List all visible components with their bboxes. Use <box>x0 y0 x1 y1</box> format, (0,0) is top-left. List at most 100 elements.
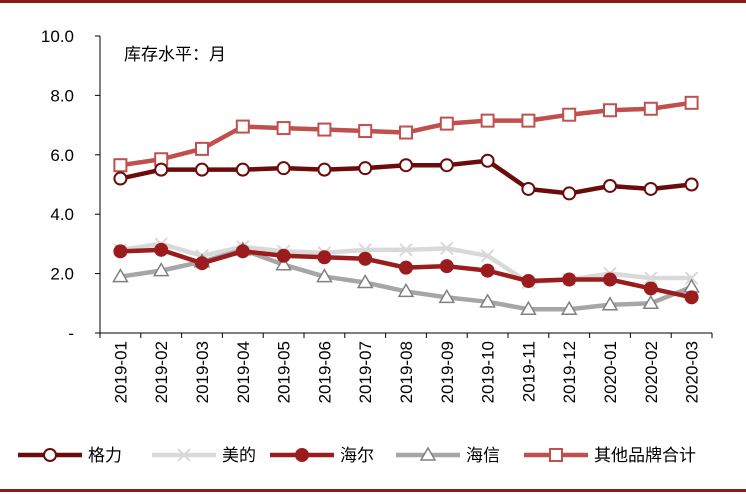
data-point <box>399 158 413 173</box>
top-border <box>0 0 746 3</box>
data-point <box>195 141 209 156</box>
data-point <box>195 162 209 177</box>
data-point <box>562 107 577 122</box>
x-tick-label: 2020-01 <box>601 341 620 403</box>
data-point <box>113 171 128 186</box>
data-point <box>154 242 169 257</box>
data-point <box>480 263 495 278</box>
data-point <box>397 282 415 298</box>
inventory-level-note: 库存水平：月 <box>124 45 226 65</box>
y-tick-label: 2.0 <box>50 265 74 284</box>
data-point <box>235 119 250 134</box>
data-point <box>399 260 413 275</box>
data-point <box>520 300 537 315</box>
data-point <box>562 186 577 201</box>
data-point <box>43 448 57 462</box>
y-tick-label: 10.0 <box>41 27 74 46</box>
data-point <box>601 296 619 311</box>
data-point <box>549 448 563 462</box>
data-point <box>439 259 454 274</box>
x-tick-label: 2019-03 <box>193 341 212 403</box>
data-point <box>356 274 374 289</box>
legend-item: 海尔 <box>270 446 374 466</box>
legend-item: 其他品牌合计 <box>524 446 696 466</box>
data-point <box>276 121 291 136</box>
data-point <box>521 181 536 196</box>
x-tick-label: 2019-11 <box>519 341 538 402</box>
data-point <box>603 272 617 287</box>
data-point <box>643 101 658 116</box>
data-point <box>399 125 413 140</box>
x-tick-label: 2019-05 <box>275 341 294 403</box>
data-point <box>603 103 617 118</box>
data-point <box>438 288 456 304</box>
bottom-border <box>0 489 746 492</box>
data-point <box>419 446 437 461</box>
data-point <box>684 290 699 305</box>
data-point <box>439 116 454 131</box>
series-2 <box>113 242 699 305</box>
data-point <box>275 256 292 271</box>
data-point <box>358 124 373 139</box>
legend-label: 格力 <box>88 446 122 466</box>
x-tick-label: 2019-08 <box>397 341 416 403</box>
data-point <box>521 274 536 289</box>
x-tick-label: 2019-10 <box>479 341 498 403</box>
y-tick-label: 8.0 <box>50 86 74 105</box>
x-tick-label: 2019-09 <box>438 341 457 403</box>
y-tick-label: - <box>68 324 74 343</box>
data-point <box>642 294 660 310</box>
data-point <box>276 248 291 263</box>
x-tick-label: 2019-06 <box>315 341 334 403</box>
x-tick-label: 2020-02 <box>642 341 661 403</box>
data-point <box>235 244 250 259</box>
data-point <box>317 122 332 137</box>
x-tick-label: 2019-02 <box>152 341 171 403</box>
legend-label: 其他品牌合计 <box>594 446 696 466</box>
data-point <box>316 268 333 283</box>
x-tick-label: 2019-04 <box>234 341 253 403</box>
legend-item: 美的 <box>152 446 256 466</box>
data-point <box>195 256 209 271</box>
data-point <box>480 249 495 263</box>
legend: 格力 美的 海尔 海信 其他品牌合计 <box>18 446 696 466</box>
data-point <box>113 158 128 173</box>
data-point <box>684 95 699 110</box>
data-point <box>644 271 658 285</box>
data-point <box>440 241 454 256</box>
data-point <box>235 162 250 177</box>
data-point <box>684 177 699 192</box>
data-point <box>603 178 617 193</box>
data-point <box>560 300 578 315</box>
data-point <box>399 243 413 257</box>
data-point <box>317 250 332 265</box>
legend-label: 海尔 <box>340 446 374 466</box>
data-point <box>177 448 191 462</box>
data-point <box>317 162 332 177</box>
data-point <box>684 271 699 285</box>
data-point <box>480 153 495 168</box>
x-tick-label: 2019-01 <box>111 341 130 403</box>
legend-label: 美的 <box>222 446 256 466</box>
data-point <box>152 262 170 277</box>
x-tick-label: 2019-12 <box>560 341 579 403</box>
data-point <box>643 181 658 196</box>
data-point <box>643 281 658 296</box>
data-point <box>295 448 309 462</box>
data-point <box>479 293 496 308</box>
data-point <box>439 158 454 173</box>
data-point <box>480 113 495 128</box>
data-point <box>154 162 169 177</box>
series-0 <box>113 153 699 201</box>
data-point <box>562 272 577 287</box>
series-4 <box>113 95 699 173</box>
legend-item: 格力 <box>18 446 122 466</box>
data-point <box>358 161 373 176</box>
y-tick-label: 4.0 <box>50 205 74 224</box>
axes: - 2.0 4.0 6.0 8.0 10.0 2019-01 2019-02 2019-03 20… <box>41 27 713 403</box>
data-point <box>521 113 536 128</box>
data-point <box>358 251 373 266</box>
y-tick-label: 6.0 <box>50 146 74 165</box>
data-point <box>276 161 291 176</box>
x-tick-label: 2019-07 <box>356 341 375 403</box>
